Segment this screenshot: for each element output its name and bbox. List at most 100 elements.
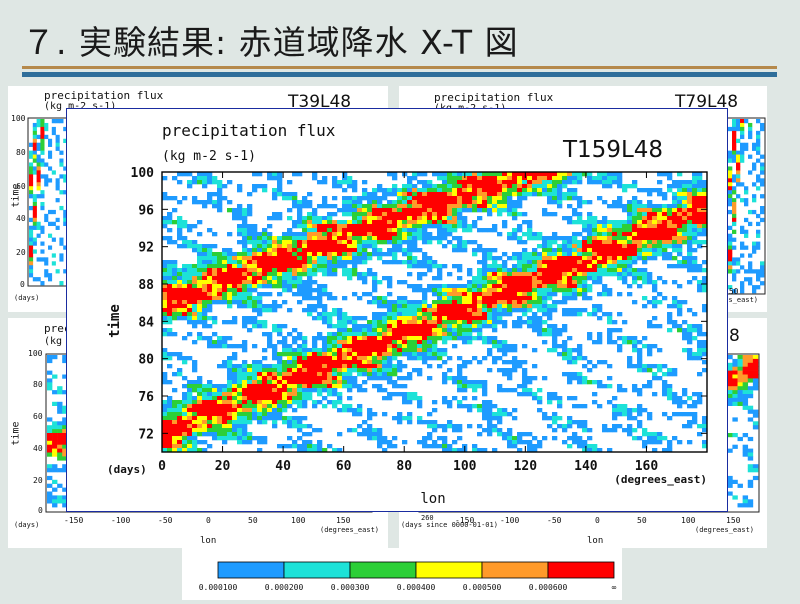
field-cell xyxy=(732,217,737,223)
field-cell xyxy=(177,232,183,237)
field-cell xyxy=(407,248,413,253)
field-cell xyxy=(357,232,363,237)
field-cell xyxy=(372,240,378,245)
field-cell xyxy=(362,224,368,229)
field-cell xyxy=(437,220,443,225)
field-cell xyxy=(747,499,754,504)
field-cell xyxy=(647,188,653,193)
field-cell xyxy=(412,212,418,217)
field-cell xyxy=(652,208,658,213)
field-cell xyxy=(642,204,648,209)
panel-top-left-title: precipitation flux xyxy=(44,89,164,102)
field-cell xyxy=(357,252,363,257)
field-cell xyxy=(202,176,208,181)
field-cell xyxy=(472,240,478,245)
field-cell xyxy=(272,196,278,201)
field-cell xyxy=(517,180,523,185)
field-cell xyxy=(342,256,348,261)
field-cell xyxy=(282,232,288,237)
field-cell xyxy=(62,429,68,434)
field-cell xyxy=(257,248,263,253)
field-cell xyxy=(282,256,288,261)
field-cell xyxy=(277,172,283,177)
field-cell xyxy=(197,200,203,205)
field-cell xyxy=(247,248,253,253)
field-cell xyxy=(557,188,563,193)
field-cell xyxy=(377,252,383,257)
field-cell xyxy=(667,188,673,193)
field-cell xyxy=(657,228,663,233)
field-cell xyxy=(457,208,463,213)
field-cell xyxy=(740,119,745,124)
field-cell xyxy=(667,252,673,257)
field-cell xyxy=(51,119,56,124)
field-cell xyxy=(40,229,45,234)
field-cell xyxy=(452,180,458,185)
field-cell xyxy=(262,188,268,193)
panel-top-right-xunit: (degrees_east) xyxy=(699,296,759,304)
field-cell xyxy=(267,236,273,241)
field-cell xyxy=(497,200,503,205)
field-cell xyxy=(412,208,418,213)
field-cell xyxy=(387,228,393,233)
field-cell xyxy=(728,233,733,238)
field-cell xyxy=(437,192,443,197)
field-cell xyxy=(672,184,678,189)
field-cell xyxy=(687,208,693,213)
field-cell xyxy=(55,138,60,144)
field-cell xyxy=(457,244,463,249)
title-rule-blue xyxy=(22,72,777,77)
field-cell xyxy=(212,176,218,181)
field-cell xyxy=(727,475,733,481)
field-cell xyxy=(532,252,538,257)
field-cell xyxy=(347,228,353,233)
field-cell xyxy=(392,200,398,205)
field-cell xyxy=(342,200,348,205)
field-cell xyxy=(760,166,765,171)
field-cell xyxy=(647,204,653,209)
field-cell xyxy=(377,208,383,213)
field-cell xyxy=(517,236,523,241)
field-cell xyxy=(437,240,443,245)
field-cell xyxy=(728,225,733,231)
field-cell xyxy=(747,362,754,367)
field-cell xyxy=(747,378,754,383)
field-cell xyxy=(657,252,663,257)
field-cell xyxy=(412,176,418,181)
field-cell xyxy=(202,172,208,177)
field-cell xyxy=(582,252,588,257)
field-cell xyxy=(29,245,34,250)
field-cell xyxy=(760,269,765,274)
field-cell xyxy=(422,220,428,225)
field-cell xyxy=(257,256,263,261)
field-cell xyxy=(732,186,737,191)
field-cell xyxy=(736,178,741,183)
field-cell xyxy=(217,192,223,197)
field-cell xyxy=(282,240,288,245)
field-cell xyxy=(172,240,178,245)
field-cell xyxy=(297,232,303,237)
field-cell xyxy=(597,248,603,253)
field-cell xyxy=(312,248,318,253)
field-cell xyxy=(362,252,368,257)
field-cell xyxy=(222,248,228,253)
field-cell xyxy=(612,180,618,185)
field-cell xyxy=(527,236,533,241)
field-cell xyxy=(392,176,398,181)
field-cell xyxy=(702,240,708,245)
field-cell xyxy=(352,252,358,257)
field-cell xyxy=(667,244,673,249)
field-cell xyxy=(417,220,423,225)
field-cell xyxy=(262,248,268,253)
field-cell xyxy=(657,220,663,225)
field-cell xyxy=(744,229,749,234)
field-cell xyxy=(487,180,493,185)
field-cell xyxy=(29,142,34,147)
field-cell xyxy=(462,188,468,193)
field-cell xyxy=(47,429,53,434)
field-cell xyxy=(572,248,578,253)
field-cell xyxy=(412,256,418,261)
field-cell xyxy=(267,224,273,229)
panel-top-right-xtick: 150 xyxy=(724,287,739,296)
field-cell xyxy=(44,162,49,167)
